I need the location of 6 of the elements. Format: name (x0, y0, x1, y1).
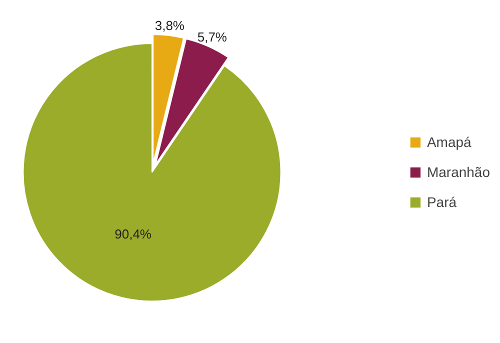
legend-label: Pará (426, 194, 457, 210)
data-label: 5,7% (197, 29, 228, 44)
data-label: 90,4% (114, 226, 152, 242)
data-label: 3,8% (154, 18, 185, 33)
legend-label: Amapá (426, 134, 472, 150)
legend-label: Maranhão (426, 164, 490, 180)
